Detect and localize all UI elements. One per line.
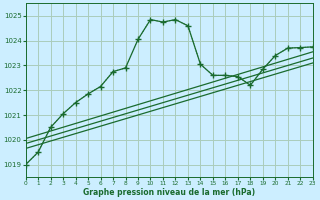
X-axis label: Graphe pression niveau de la mer (hPa): Graphe pression niveau de la mer (hPa) — [83, 188, 255, 197]
